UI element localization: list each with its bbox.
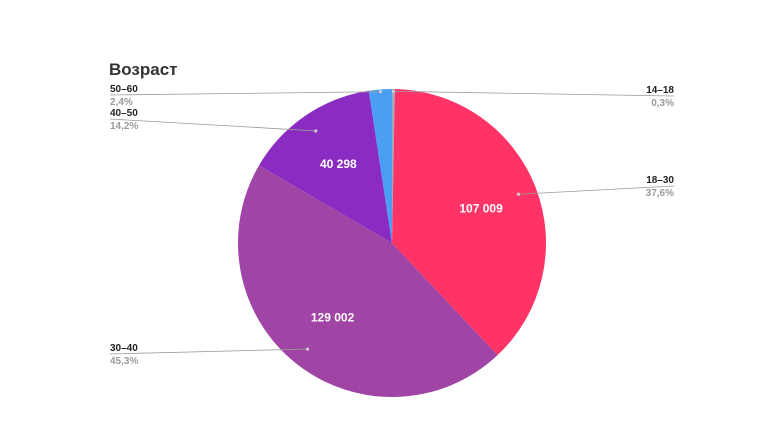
slice-value-label: 40 298	[320, 157, 357, 171]
slice-value-label: 107 009	[459, 202, 503, 216]
slice-percent-label: 37,6%	[646, 188, 674, 199]
slice-category-label: 40–50	[110, 108, 138, 119]
leader-line	[393, 90, 675, 97]
slice-category-label: 18–30	[646, 175, 674, 186]
leader-line	[109, 91, 381, 96]
leader-dot	[314, 129, 318, 133]
leader-dot	[391, 89, 396, 93]
chart-title: Возраст	[109, 60, 178, 79]
leader-dot	[378, 90, 383, 94]
leader-dot	[516, 192, 521, 196]
pie-slice-40-50	[258, 90, 392, 244]
slice-percent-label: 45,3%	[110, 356, 138, 367]
slice-category-label: 14–18	[646, 85, 674, 96]
slice-category-label: 30–40	[110, 343, 138, 354]
pie-slice-14-18	[392, 89, 395, 243]
slice-category-label: 50–60	[110, 84, 138, 95]
pie-slice-30-40	[238, 165, 498, 397]
slice-percent-label: 2,4%	[110, 97, 133, 108]
slice-value-label: 129 002	[311, 311, 355, 325]
slice-percent-label: 0,3%	[651, 98, 674, 109]
leader-dot	[306, 347, 310, 351]
leader-line	[518, 185, 675, 195]
pie-slice-50-60	[368, 89, 392, 243]
leader-line	[109, 348, 308, 355]
leader-line	[109, 118, 316, 132]
slice-percent-label: 14,2%	[110, 121, 138, 132]
pie-slice-18-30	[392, 89, 546, 356]
